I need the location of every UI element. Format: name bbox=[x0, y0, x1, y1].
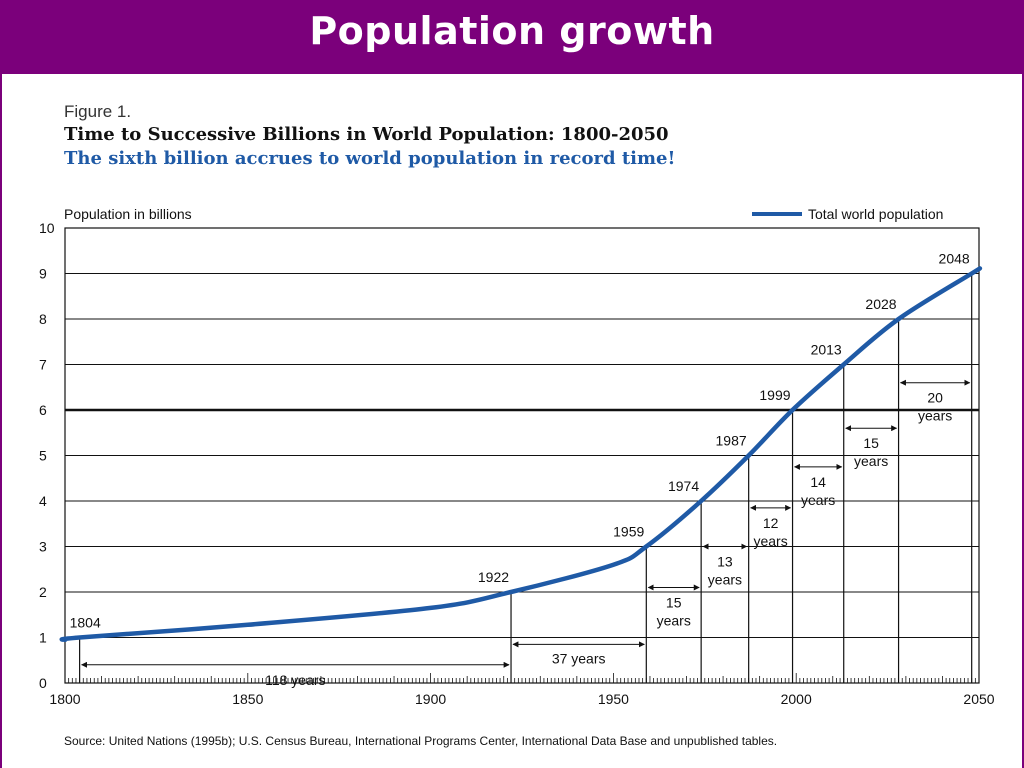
y-tick-label: 5 bbox=[39, 448, 47, 464]
y-tick-label: 10 bbox=[39, 220, 55, 236]
y-tick-label: 8 bbox=[39, 311, 47, 327]
figure-label: Figure 1. bbox=[64, 102, 132, 121]
slide-title-bar: Population growth bbox=[0, 0, 1024, 74]
milestone-label: 1999 bbox=[759, 387, 790, 403]
y-axis-label: Population in billions bbox=[64, 206, 192, 222]
x-tick-label: 2050 bbox=[963, 691, 994, 707]
y-tick-label: 4 bbox=[39, 493, 47, 509]
figure-source: Source: United Nations (1995b); U.S. Cen… bbox=[64, 734, 778, 748]
interval-label: 20 years bbox=[918, 390, 952, 424]
milestone-label: 1987 bbox=[716, 433, 747, 449]
interval-label: 15 years bbox=[657, 594, 691, 628]
y-tick-label: 0 bbox=[39, 675, 47, 691]
milestone-label: 1959 bbox=[613, 524, 644, 540]
x-tick-label: 1900 bbox=[415, 691, 446, 707]
milestone-label: 1804 bbox=[70, 615, 101, 631]
slide-title: Population growth bbox=[309, 9, 715, 53]
x-tick-label: 2000 bbox=[781, 691, 812, 707]
y-tick-label: 1 bbox=[39, 630, 47, 646]
total-world-population-line bbox=[59, 266, 983, 643]
milestone-label: 1974 bbox=[668, 478, 699, 494]
interval-label: 13 years bbox=[708, 554, 742, 588]
y-tick-label: 3 bbox=[39, 539, 47, 555]
milestone-label: 2048 bbox=[939, 251, 970, 267]
x-tick-label: 1800 bbox=[49, 691, 80, 707]
slide-frame bbox=[0, 74, 1024, 768]
milestone-label: 2028 bbox=[865, 296, 896, 312]
milestone-label: 1922 bbox=[478, 569, 509, 585]
interval-label: 37 years bbox=[552, 650, 606, 666]
y-tick-label: 2 bbox=[39, 584, 47, 600]
x-tick-label: 1850 bbox=[232, 691, 263, 707]
y-tick-label: 6 bbox=[39, 402, 47, 418]
x-tick-label: 1950 bbox=[598, 691, 629, 707]
figure-subtitle: The sixth billion accrues to world popul… bbox=[64, 148, 676, 169]
y-tick-label: 7 bbox=[39, 357, 47, 373]
interval-label: 15 years bbox=[854, 435, 888, 469]
y-tick-label: 9 bbox=[39, 266, 47, 282]
milestone-label: 2013 bbox=[811, 342, 842, 358]
interval-label: 14 years bbox=[801, 474, 835, 508]
legend-label: Total world population bbox=[808, 206, 943, 222]
interval-label: 12 years bbox=[753, 515, 787, 549]
figure-title: Time to Successive Billions in World Pop… bbox=[64, 124, 669, 145]
